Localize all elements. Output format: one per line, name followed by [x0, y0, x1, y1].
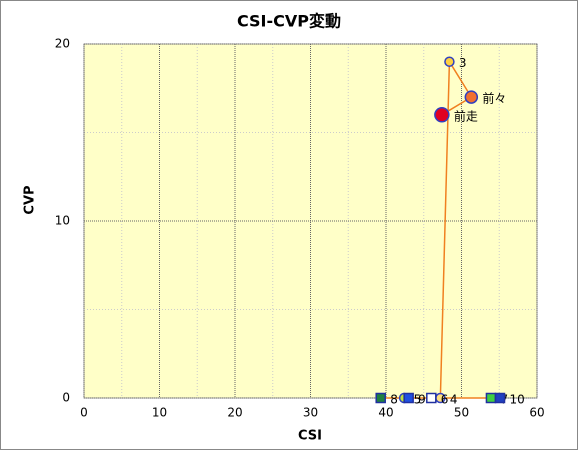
y-tick-label: 10	[55, 214, 70, 228]
point-label: 4	[450, 393, 458, 407]
point-label: 前走	[454, 108, 478, 123]
point-label: 9	[418, 393, 426, 407]
point-label: 10	[510, 393, 525, 407]
x-tick-label: 50	[454, 406, 469, 420]
point	[464, 90, 479, 104]
x-tick-label: 20	[227, 406, 242, 420]
y-tick-label: 0	[62, 391, 70, 405]
point	[434, 107, 450, 123]
x-axis-label: CSI	[298, 429, 322, 444]
point-label: 5	[414, 393, 422, 407]
point	[375, 392, 386, 404]
x-tick-label: 0	[80, 406, 88, 420]
point-label: 6	[441, 393, 449, 407]
point	[444, 56, 455, 67]
y-tick-label: 20	[55, 37, 70, 51]
x-tick-label: 30	[303, 406, 318, 420]
point	[426, 392, 437, 404]
y-axis-label: CVP	[23, 185, 38, 214]
point	[403, 392, 414, 404]
x-tick-label: 60	[529, 406, 544, 420]
point-label: 前々	[482, 91, 506, 106]
point	[485, 392, 497, 404]
chart-title: CSI-CVP変動	[237, 12, 341, 31]
x-tick-label: 40	[378, 406, 393, 420]
point-label: 8	[390, 393, 398, 407]
point	[494, 392, 506, 404]
x-tick-label: 10	[152, 406, 167, 420]
point-label: 3	[459, 56, 467, 70]
series-line	[380, 59, 501, 399]
